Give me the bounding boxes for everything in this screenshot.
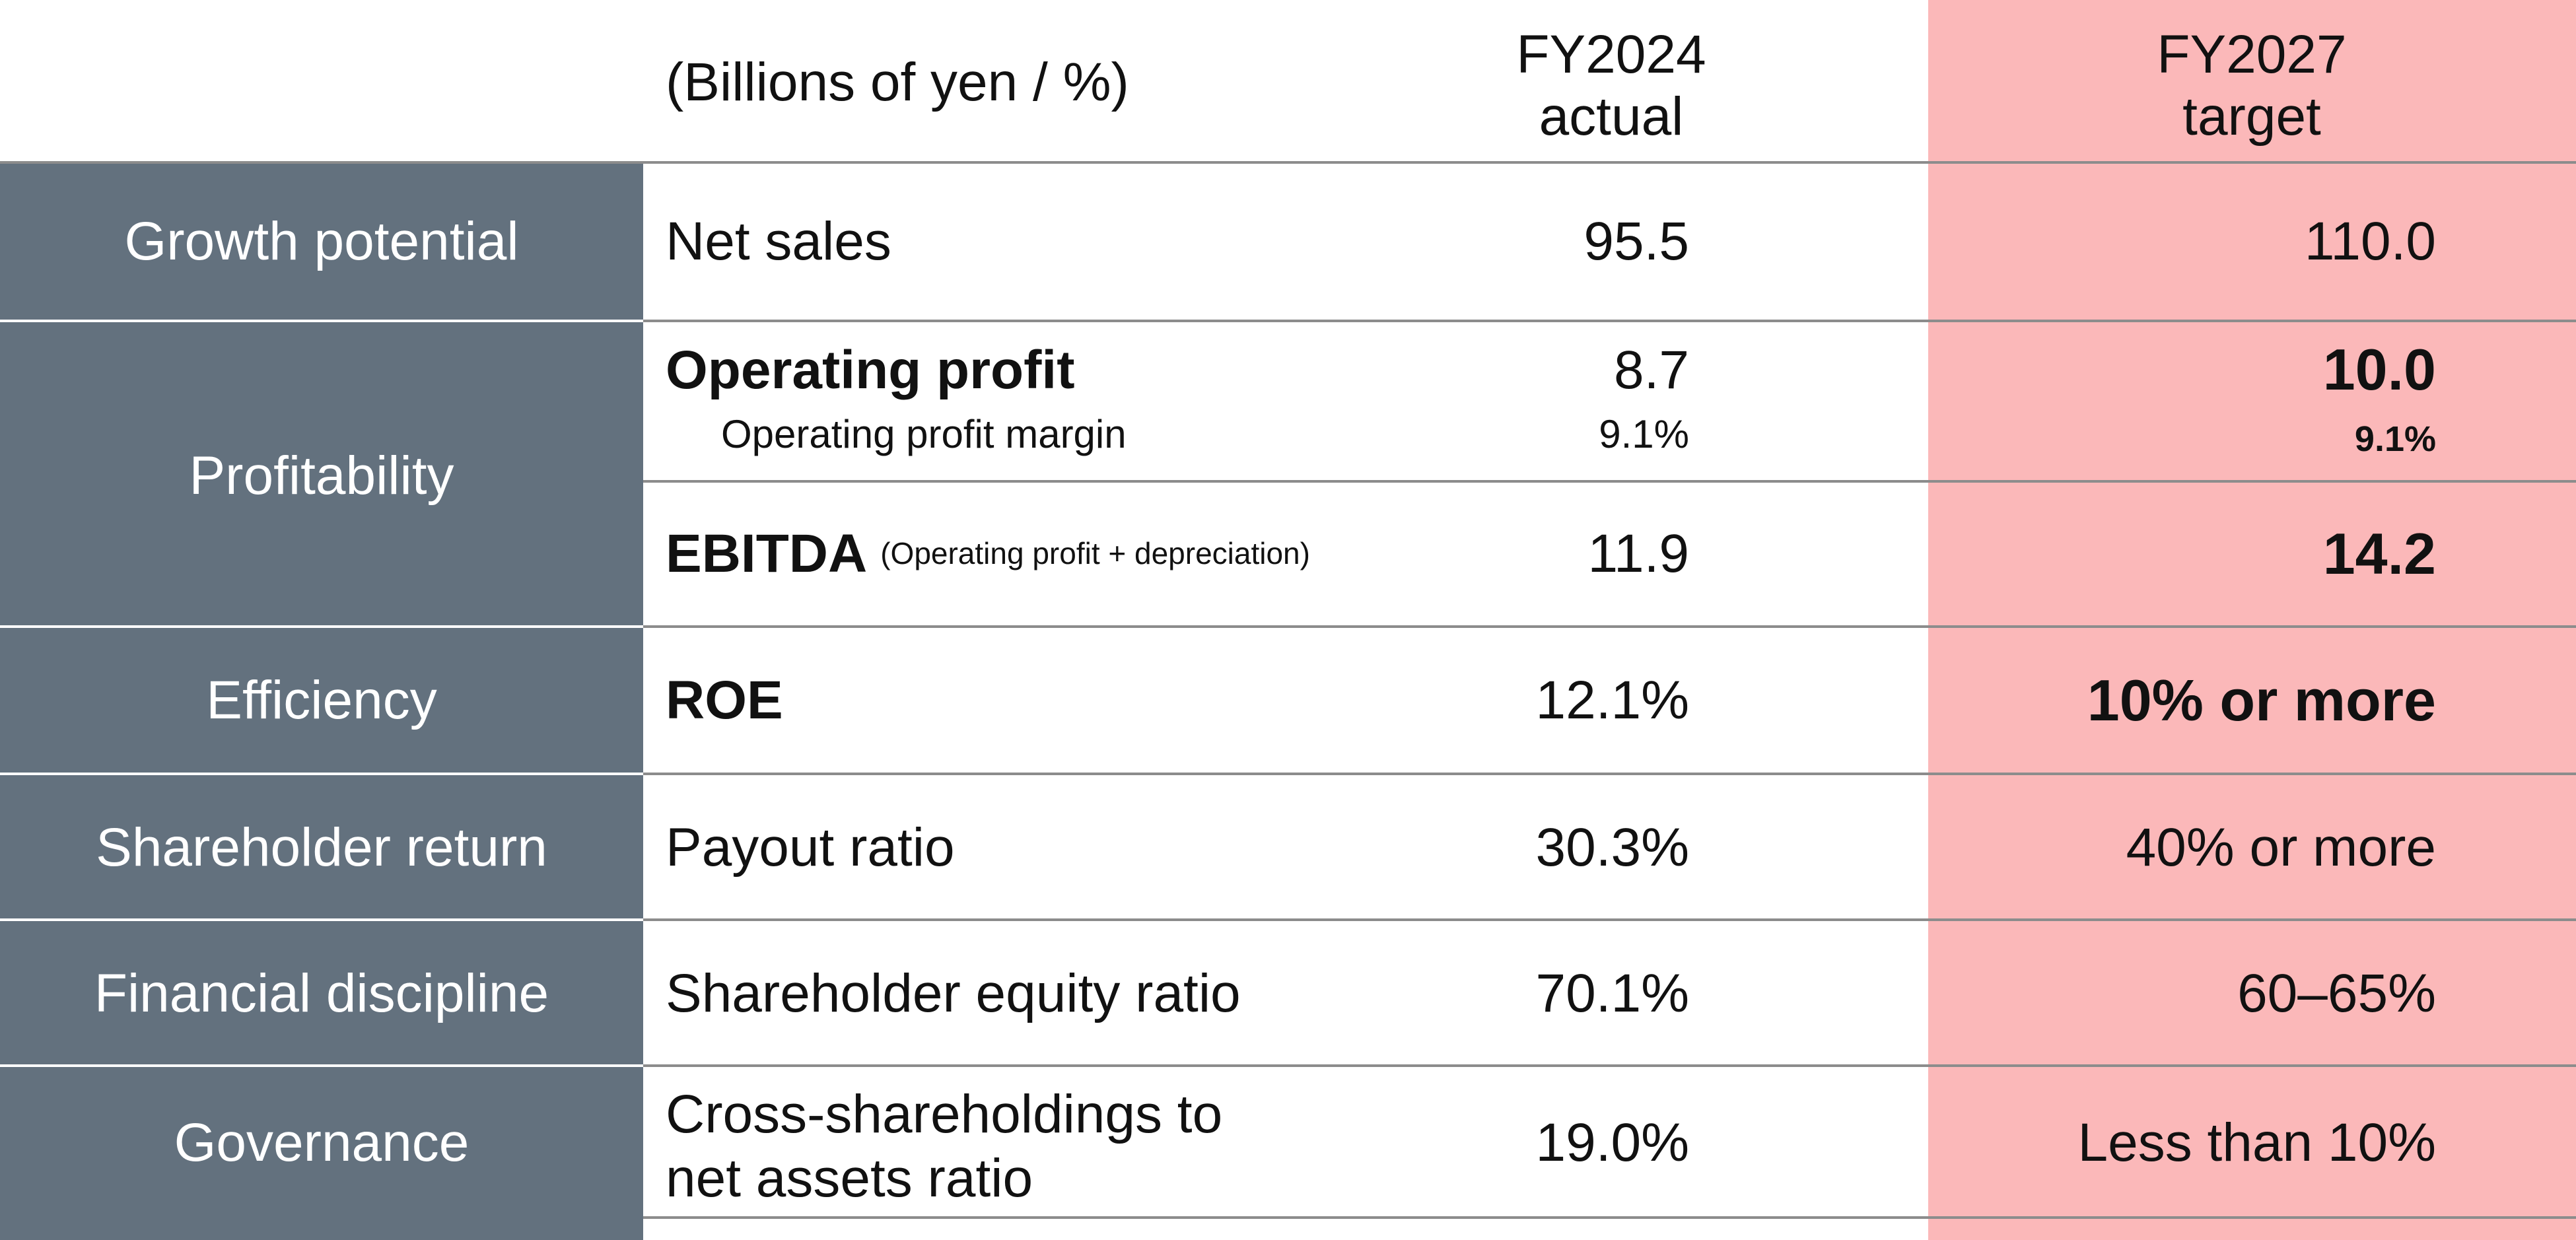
target-cross-shareholdings: Less than 10% [2077, 1113, 2437, 1173]
target-column-header: FY2027 target [2120, 24, 2384, 149]
target-payout-ratio: 40% or more [2126, 817, 2436, 878]
category-separator [0, 625, 643, 628]
actual-net-sales: 95.5 [1584, 211, 1689, 271]
category-separator [0, 773, 643, 775]
metric-ebitda: EBITDA (Operating profit + depreciation) [666, 527, 1310, 581]
row-rule [643, 625, 2576, 628]
category-financial-discipline: Financial discipline [94, 963, 549, 1023]
row-rule [643, 773, 2576, 775]
actual-ebitda: 11.9 [1587, 524, 1689, 584]
row-rule [643, 918, 2576, 921]
metric-net-sales: Net sales [666, 211, 891, 271]
metric-operating-profit: Operating profit [666, 340, 1075, 400]
metric-payout-ratio: Payout ratio [666, 817, 955, 878]
row-rule [643, 1216, 2576, 1219]
header-rule [0, 161, 2576, 164]
category-separator [0, 918, 643, 921]
metric-shareholder-equity-ratio: Shareholder equity ratio [666, 963, 1241, 1023]
actual-header-line1: FY2024 [1516, 24, 1706, 85]
target-shareholder-equity-ratio: 60–65% [2237, 963, 2436, 1023]
ebitda-note: (Operating profit + depreciation) [880, 536, 1310, 571]
actual-header-line2: actual [1539, 86, 1684, 147]
category-efficiency: Efficiency [206, 670, 437, 730]
units-label: (Billions of yen / %) [666, 52, 1129, 112]
target-roe: 10% or more [2087, 668, 2436, 733]
category-separator [0, 320, 643, 322]
metric-operating-profit-margin: Operating profit margin [721, 412, 1127, 456]
actual-cross-shareholdings: 19.0% [1535, 1113, 1689, 1173]
target-header-line2: target [2182, 86, 2321, 147]
target-column-background [1928, 0, 2576, 1240]
row-rule [643, 480, 2576, 483]
category-separator [0, 1064, 643, 1067]
category-profitability: Profitability [189, 446, 454, 506]
ebitda-label: EBITDA [666, 524, 868, 584]
actual-roe: 12.1% [1535, 670, 1689, 730]
target-net-sales: 110.0 [2304, 211, 2436, 271]
actual-operating-profit-margin: 9.1% [1599, 412, 1689, 456]
category-governance: Governance [174, 1113, 470, 1173]
metric-cross-shareholdings-line1: Cross-shareholdings to [666, 1084, 1223, 1144]
metric-cross-shareholdings: Cross-shareholdings to net assets ratio [666, 1083, 1260, 1211]
row-rule [643, 320, 2576, 322]
target-operating-profit: 10.0 [2322, 337, 2436, 402]
actual-column-header: FY2024 actual [1479, 24, 1743, 149]
metric-cross-shareholdings-line2: net assets ratio [666, 1148, 1033, 1208]
category-column-background [0, 163, 643, 1240]
actual-payout-ratio: 30.3% [1535, 817, 1689, 878]
category-shareholder-return: Shareholder return [96, 817, 547, 878]
actual-shareholder-equity-ratio: 70.1% [1535, 963, 1689, 1023]
target-header-line1: FY2027 [2157, 24, 2347, 85]
row-rule [643, 1064, 2576, 1067]
target-ebitda: 14.2 [2322, 521, 2436, 586]
actual-operating-profit: 8.7 [1614, 340, 1689, 400]
target-operating-profit-margin: 9.1% [2354, 419, 2436, 459]
metric-roe: ROE [666, 670, 783, 730]
category-growth-potential: Growth potential [124, 211, 519, 271]
